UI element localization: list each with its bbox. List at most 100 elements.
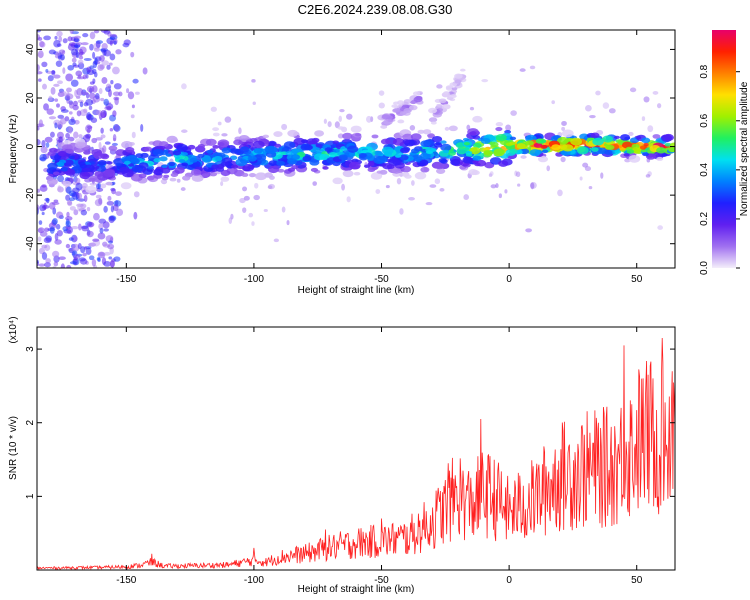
noise-point — [71, 226, 79, 230]
ridge-point — [450, 159, 461, 166]
noise-point — [37, 188, 41, 193]
noise-point — [463, 194, 470, 201]
noise-point — [130, 114, 135, 119]
ridge-point — [602, 135, 614, 143]
ridge-point — [143, 146, 153, 152]
noise-point — [466, 124, 471, 131]
ridge-point — [115, 162, 122, 167]
ridge-point — [490, 141, 499, 148]
noise-point — [498, 193, 502, 199]
ridge-point — [387, 118, 394, 123]
noise-point — [83, 102, 89, 107]
x-tick-label: 0 — [506, 575, 512, 586]
ridge-point — [311, 137, 320, 143]
ridge-point — [533, 142, 543, 148]
ridge-point — [153, 170, 161, 175]
noise-point — [54, 35, 58, 40]
ridge-point — [127, 163, 135, 167]
ridge-point — [58, 151, 66, 157]
noise-point — [111, 142, 118, 146]
ridge-point — [146, 165, 155, 170]
ridge-point — [540, 144, 548, 149]
ridge-point — [212, 132, 220, 137]
noise-point — [41, 205, 50, 209]
ridge-point — [159, 156, 168, 162]
noise-point — [131, 131, 136, 139]
ridge-point — [248, 173, 257, 178]
ridge-point — [53, 171, 60, 176]
ridge-point — [212, 127, 220, 132]
noise-point — [37, 53, 44, 58]
noise-point — [59, 49, 66, 54]
noise-point — [92, 60, 98, 69]
noise-point — [106, 64, 111, 70]
noise-point — [53, 74, 61, 79]
ridge-point — [393, 108, 400, 113]
ridge-point — [255, 172, 267, 181]
noise-point — [76, 110, 82, 117]
noise-point — [66, 199, 73, 206]
noise-point — [78, 55, 84, 60]
noise-point — [608, 108, 616, 114]
noise-point — [85, 247, 92, 255]
noise-point — [434, 178, 441, 185]
ridge-point — [370, 172, 383, 180]
noise-point — [629, 87, 637, 93]
ridge-point — [374, 150, 383, 156]
noise-point — [77, 243, 82, 250]
ridge-point — [472, 160, 479, 164]
noise-point — [399, 208, 404, 215]
ridge-point — [68, 155, 75, 159]
noise-point — [97, 182, 101, 190]
noise-point — [71, 48, 78, 56]
noise-point — [557, 189, 563, 197]
ridge-point — [176, 144, 188, 152]
ridge-point — [401, 166, 412, 173]
ridge-point — [85, 185, 97, 194]
ridge-point — [165, 153, 172, 157]
noise-point — [37, 71, 43, 75]
noise-point — [86, 85, 95, 93]
noise-point — [101, 77, 108, 84]
noise-point — [66, 87, 72, 93]
noise-point — [101, 43, 108, 50]
ridge-point — [181, 175, 191, 181]
noise-point — [242, 186, 248, 192]
spectrogram-xlabel: Height of straight line (km) — [298, 285, 415, 296]
noise-point — [110, 187, 116, 192]
ridge-point — [504, 129, 512, 134]
noise-point — [103, 98, 109, 106]
ridge-point — [158, 145, 166, 150]
noise-point — [579, 176, 583, 181]
noise-point — [112, 91, 121, 96]
ridge-point — [209, 171, 218, 177]
noise-point — [88, 92, 96, 100]
x-tick-label: -150 — [116, 575, 136, 586]
noise-point — [210, 106, 217, 112]
noise-point — [273, 238, 280, 243]
noise-point — [111, 181, 116, 185]
noise-point — [411, 180, 415, 186]
ridge-point — [404, 174, 412, 179]
ridge-point — [291, 165, 299, 170]
ridge-point — [529, 149, 541, 157]
noise-point — [65, 243, 71, 249]
noise-point — [490, 184, 497, 189]
ridge-point — [119, 166, 130, 174]
noise-point — [80, 209, 88, 216]
noise-point — [67, 64, 75, 71]
ridge-point — [509, 141, 516, 146]
noise-point — [92, 238, 100, 242]
noise-point — [69, 261, 77, 265]
noise-point — [385, 185, 390, 189]
ridge-point — [348, 161, 361, 170]
ridge-point — [495, 126, 503, 132]
ridge-point — [220, 161, 229, 167]
noise-point — [436, 84, 443, 89]
ridge-point — [561, 129, 574, 138]
ridge-point — [551, 144, 561, 151]
ridge-point — [422, 129, 432, 135]
noise-point — [41, 61, 48, 68]
noise-point — [56, 30, 63, 37]
